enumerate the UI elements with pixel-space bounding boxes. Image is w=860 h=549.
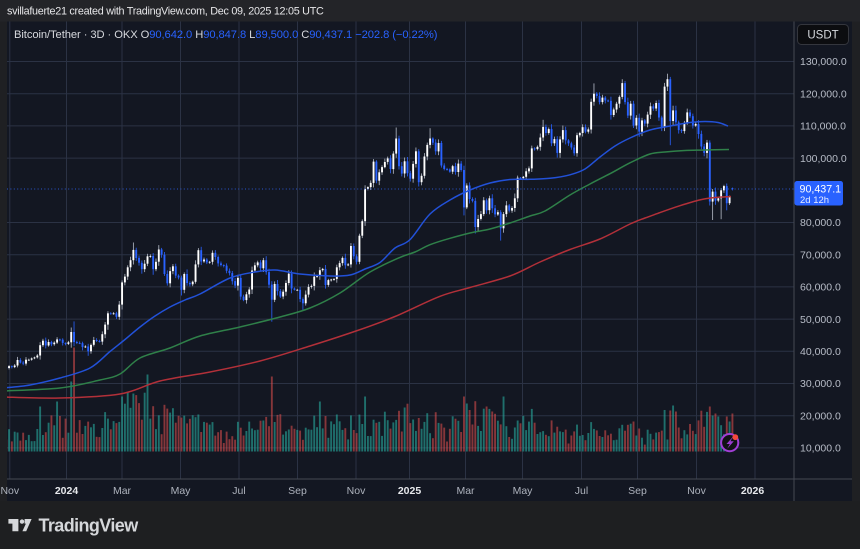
svg-text:60,000.0: 60,000.0 xyxy=(800,282,841,294)
svg-text:110,000.0: 110,000.0 xyxy=(800,121,846,133)
svg-text:2024: 2024 xyxy=(55,485,79,497)
svg-text:50,000.0: 50,000.0 xyxy=(800,314,841,326)
svg-text:Jul: Jul xyxy=(232,485,245,497)
svg-text:Mar: Mar xyxy=(456,485,475,497)
svg-text:Bitcoin/Tether · 3D · OKX O90: Bitcoin/Tether · 3D · OKX O90,642.0 H90,… xyxy=(14,29,438,41)
svg-text:120,000.0: 120,000.0 xyxy=(800,88,847,100)
svg-text:10,000.0: 10,000.0 xyxy=(800,443,841,455)
svg-text:svillafuerte21 created with Tr: svillafuerte21 created with TradingView.… xyxy=(7,6,324,18)
svg-text:20,000.0: 20,000.0 xyxy=(800,410,841,422)
svg-text:40,000.0: 40,000.0 xyxy=(800,346,841,358)
svg-text:Mar: Mar xyxy=(113,485,132,497)
svg-text:90,437.1: 90,437.1 xyxy=(800,183,842,195)
svg-text:May: May xyxy=(171,485,192,497)
svg-text:100,000.0: 100,000.0 xyxy=(800,153,847,165)
svg-text:Sep: Sep xyxy=(628,485,647,497)
svg-text:TradingView: TradingView xyxy=(39,515,140,535)
svg-text:Jul: Jul xyxy=(575,485,588,497)
svg-text:70,000.0: 70,000.0 xyxy=(800,249,841,261)
svg-text:May: May xyxy=(513,485,534,497)
svg-text:2026: 2026 xyxy=(741,485,765,497)
svg-text:Sep: Sep xyxy=(288,485,307,497)
svg-text:80,000.0: 80,000.0 xyxy=(800,217,841,229)
svg-text:USDT: USDT xyxy=(807,30,838,42)
svg-text:2025: 2025 xyxy=(398,485,422,497)
svg-text:Nov: Nov xyxy=(687,485,706,497)
svg-text:130,000.0: 130,000.0 xyxy=(800,56,847,68)
svg-text:Nov: Nov xyxy=(0,485,19,497)
svg-text:Nov: Nov xyxy=(347,485,366,497)
svg-text:30,000.0: 30,000.0 xyxy=(800,378,841,390)
svg-text:2d 12h: 2d 12h xyxy=(800,195,829,206)
